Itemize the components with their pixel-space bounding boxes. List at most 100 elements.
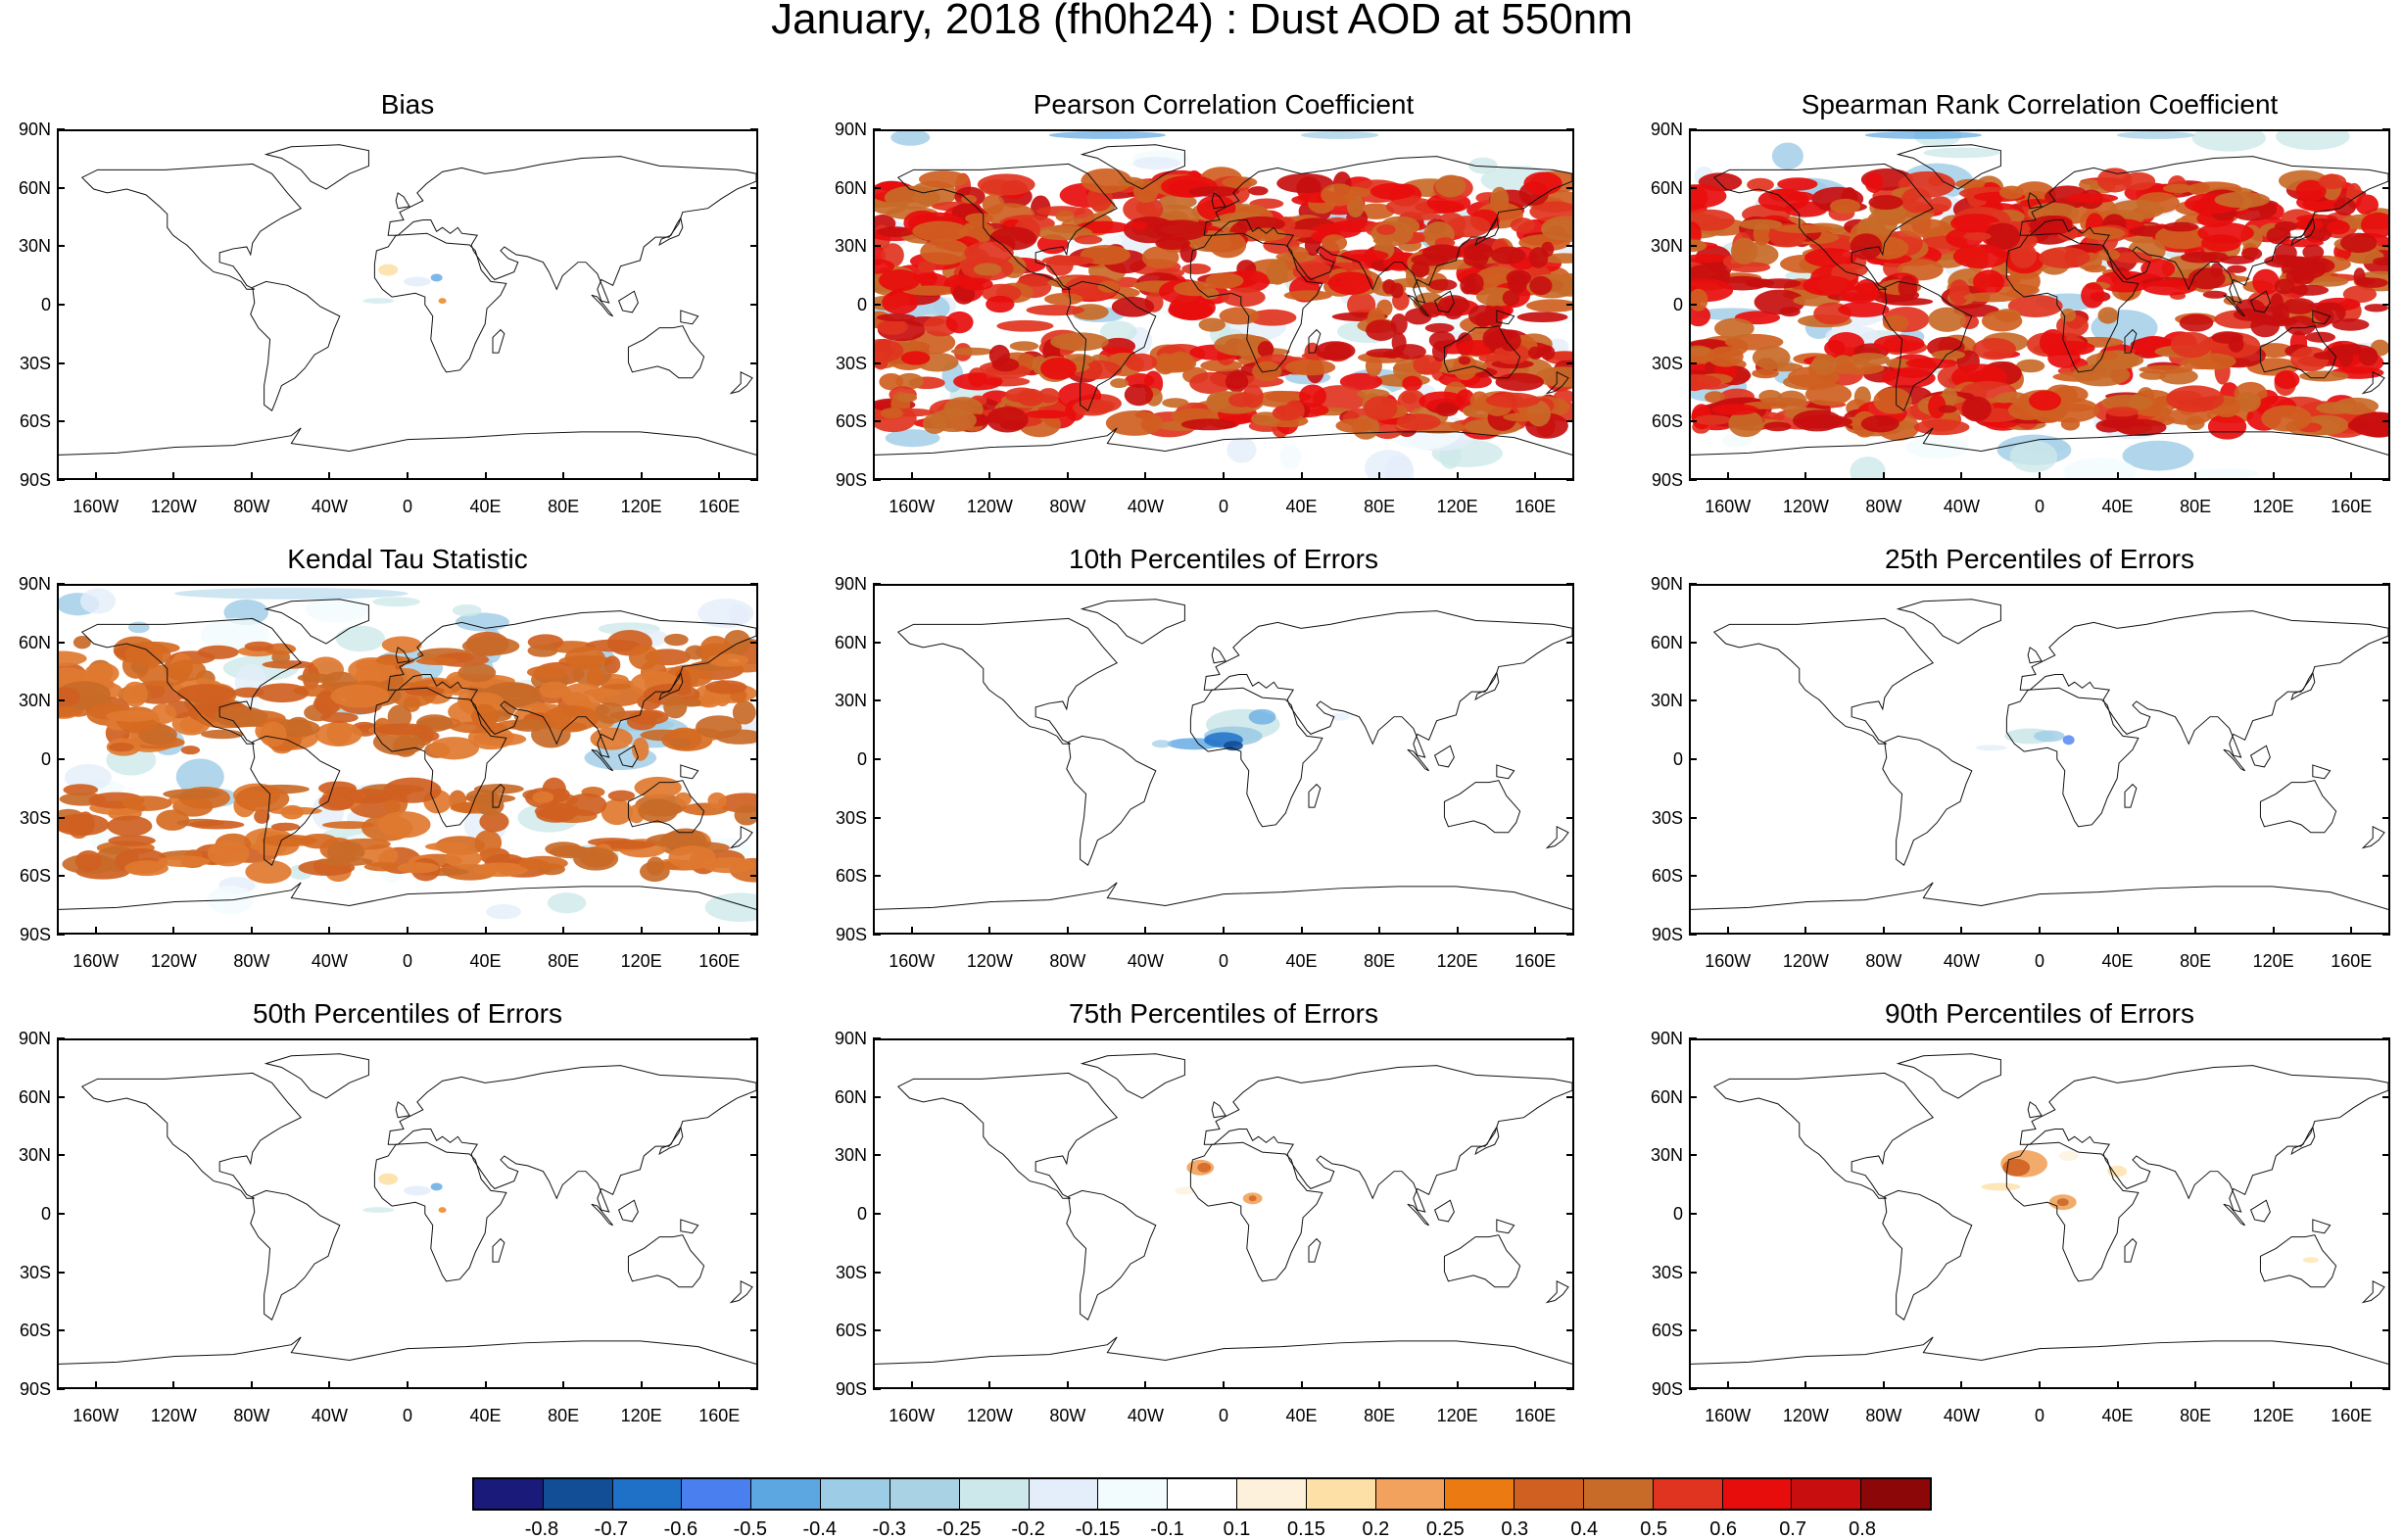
data-blob <box>2056 1198 2069 1207</box>
latitude-tick <box>873 479 881 481</box>
coastline <box>1080 599 1185 645</box>
longitude-tick <box>2194 1381 2197 1389</box>
data-blob <box>2373 257 2388 266</box>
data-blob <box>2261 405 2312 432</box>
longitude-tick <box>172 472 175 480</box>
latitude-tick <box>1566 934 1574 936</box>
world-map <box>57 1038 758 1389</box>
latitude-label: 90S <box>1651 470 1683 490</box>
data-blob <box>1850 233 1883 261</box>
data-field <box>1151 708 1350 751</box>
data-blob <box>1123 195 1164 223</box>
longitude-tick <box>1456 472 1459 480</box>
data-blob <box>543 704 600 732</box>
latitude-label: 60S <box>1651 866 1683 887</box>
data-blob <box>2016 359 2045 373</box>
longitude-label: 40W <box>311 1406 348 1425</box>
data-blob <box>1339 372 1383 391</box>
data-blob <box>378 1173 399 1185</box>
data-blob <box>1899 218 1952 238</box>
data-blob <box>1866 210 1899 236</box>
data-blob <box>912 220 969 242</box>
data-blob <box>397 862 439 874</box>
latitude-label: 90N <box>1650 120 1683 139</box>
longitude-label: 120W <box>150 951 197 971</box>
longitude-label: 40W <box>311 951 348 971</box>
longitude-tick <box>1066 1381 1069 1389</box>
data-blob <box>321 821 375 830</box>
data-blob <box>1226 437 1257 463</box>
data-blob <box>471 703 499 731</box>
data-blob <box>362 298 395 305</box>
data-blob <box>2029 215 2073 236</box>
data-blob <box>1208 231 1247 259</box>
coastline <box>80 1072 303 1199</box>
data-blob <box>457 662 497 683</box>
data-blob <box>1502 290 1520 307</box>
data-blob <box>882 290 919 314</box>
latitude-label: 60S <box>19 866 51 887</box>
data-blob <box>189 820 245 830</box>
latitude-tick <box>1689 1271 1697 1274</box>
latitude-tick <box>750 1271 758 1274</box>
coastline <box>1211 1101 1226 1119</box>
data-blob <box>473 862 528 878</box>
data-blob <box>1111 296 1155 317</box>
data-blob <box>707 792 727 809</box>
longitude-tick <box>2039 1381 2041 1389</box>
latitude-tick <box>57 479 65 481</box>
coastline <box>1443 780 1521 834</box>
coastline <box>1407 294 1430 317</box>
data-blob <box>1043 293 1083 306</box>
longitude-tick <box>172 1381 175 1389</box>
latitude-tick <box>57 816 65 819</box>
colorbar-label: -0.15 <box>1075 1518 1121 1540</box>
latitude-label: 90S <box>835 470 867 490</box>
coastlines <box>59 1053 756 1365</box>
data-blob <box>438 298 447 305</box>
longitude-tick <box>1378 472 1381 480</box>
data-blob <box>1205 272 1244 289</box>
data-blob <box>424 842 469 851</box>
latitude-tick <box>1566 304 1574 306</box>
data-blob <box>1175 1186 1195 1195</box>
data-blob <box>2274 370 2300 390</box>
coastline <box>250 735 341 866</box>
data-blob <box>2039 246 2091 268</box>
latitude-tick <box>750 1213 758 1215</box>
antarctica-coastline <box>875 882 1572 910</box>
data-blob <box>2139 364 2193 374</box>
longitude-label: 120W <box>150 1406 197 1425</box>
coastline <box>2361 1280 2385 1304</box>
longitude-tick <box>1066 472 1069 480</box>
colorbar-box <box>1098 1479 1169 1509</box>
data-blob <box>595 702 626 724</box>
latitude-tick <box>1566 758 1574 760</box>
longitude-label: 160W <box>889 951 936 971</box>
data-blob <box>318 793 355 811</box>
longitude-label: 40E <box>2101 951 2134 971</box>
colorbar-box <box>1792 1479 1862 1509</box>
longitude-label: 160W <box>1705 951 1752 971</box>
longitude-tick <box>1223 1381 1225 1389</box>
data-blob <box>2010 242 2038 268</box>
colorbar-label: -0.25 <box>936 1518 982 1540</box>
coastline <box>729 371 753 395</box>
latitude-label: 90S <box>1651 1379 1683 1399</box>
data-blob <box>2162 183 2194 193</box>
coastline <box>1066 1189 1157 1321</box>
data-blob <box>1913 419 1970 436</box>
coastline <box>1308 328 1322 354</box>
data-blob <box>632 737 649 761</box>
latitude-label: 0 <box>40 749 51 769</box>
longitude-tick <box>910 927 913 935</box>
longitude-tick <box>1804 927 1807 935</box>
data-blob <box>1873 387 1912 414</box>
data-blob <box>2342 285 2378 304</box>
longitude-tick <box>1882 472 1885 480</box>
data-blob <box>415 656 458 665</box>
longitude-label: 40W <box>1943 497 1980 516</box>
data-blob <box>2274 278 2295 295</box>
data-blob <box>474 830 503 856</box>
latitude-tick <box>2382 479 2390 481</box>
